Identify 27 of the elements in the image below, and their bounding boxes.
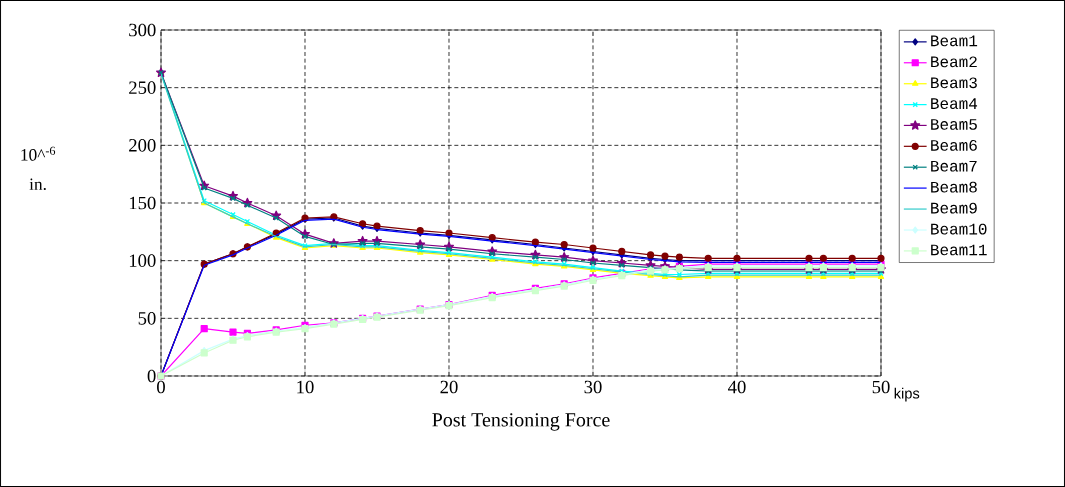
y-tick-label: 100: [129, 254, 156, 267]
y-tick-label: 50: [138, 312, 156, 325]
legend-label: Beam11: [931, 244, 987, 256]
legend-label: Beam8: [931, 181, 977, 193]
y-tick-label: 200: [129, 139, 156, 152]
y-tick-label: 300: [129, 23, 156, 37]
legend-label: Beam6: [931, 139, 977, 151]
text: kips: [894, 387, 920, 402]
legend-label: Beam5: [931, 119, 977, 130]
legend-label: Beam10: [931, 223, 987, 235]
x-tick-label: 50: [872, 380, 890, 394]
legend-label: Beam7: [931, 160, 977, 172]
x-tick-label: 0: [157, 380, 165, 394]
x-tick-label: 20: [440, 380, 458, 394]
legend-label: Beam3: [931, 77, 977, 89]
legend-label: Beam9: [931, 202, 977, 214]
x-tick-label: 40: [728, 380, 746, 394]
x-tick-label: 10: [297, 380, 314, 394]
legend-label: Beam1: [931, 35, 978, 47]
y-tick-label: 250: [129, 81, 156, 94]
y-tick-label: 0: [147, 369, 156, 383]
x-axis-title: Post Tensioning Force: [432, 413, 610, 431]
legend-label: Beam2: [931, 56, 977, 68]
y-tick-label: 150: [129, 196, 156, 210]
legend-label: Beam4: [931, 98, 978, 110]
x-tick-label: 30: [584, 380, 602, 394]
text: 10^$^{-6}$ in.: [21, 146, 56, 191]
